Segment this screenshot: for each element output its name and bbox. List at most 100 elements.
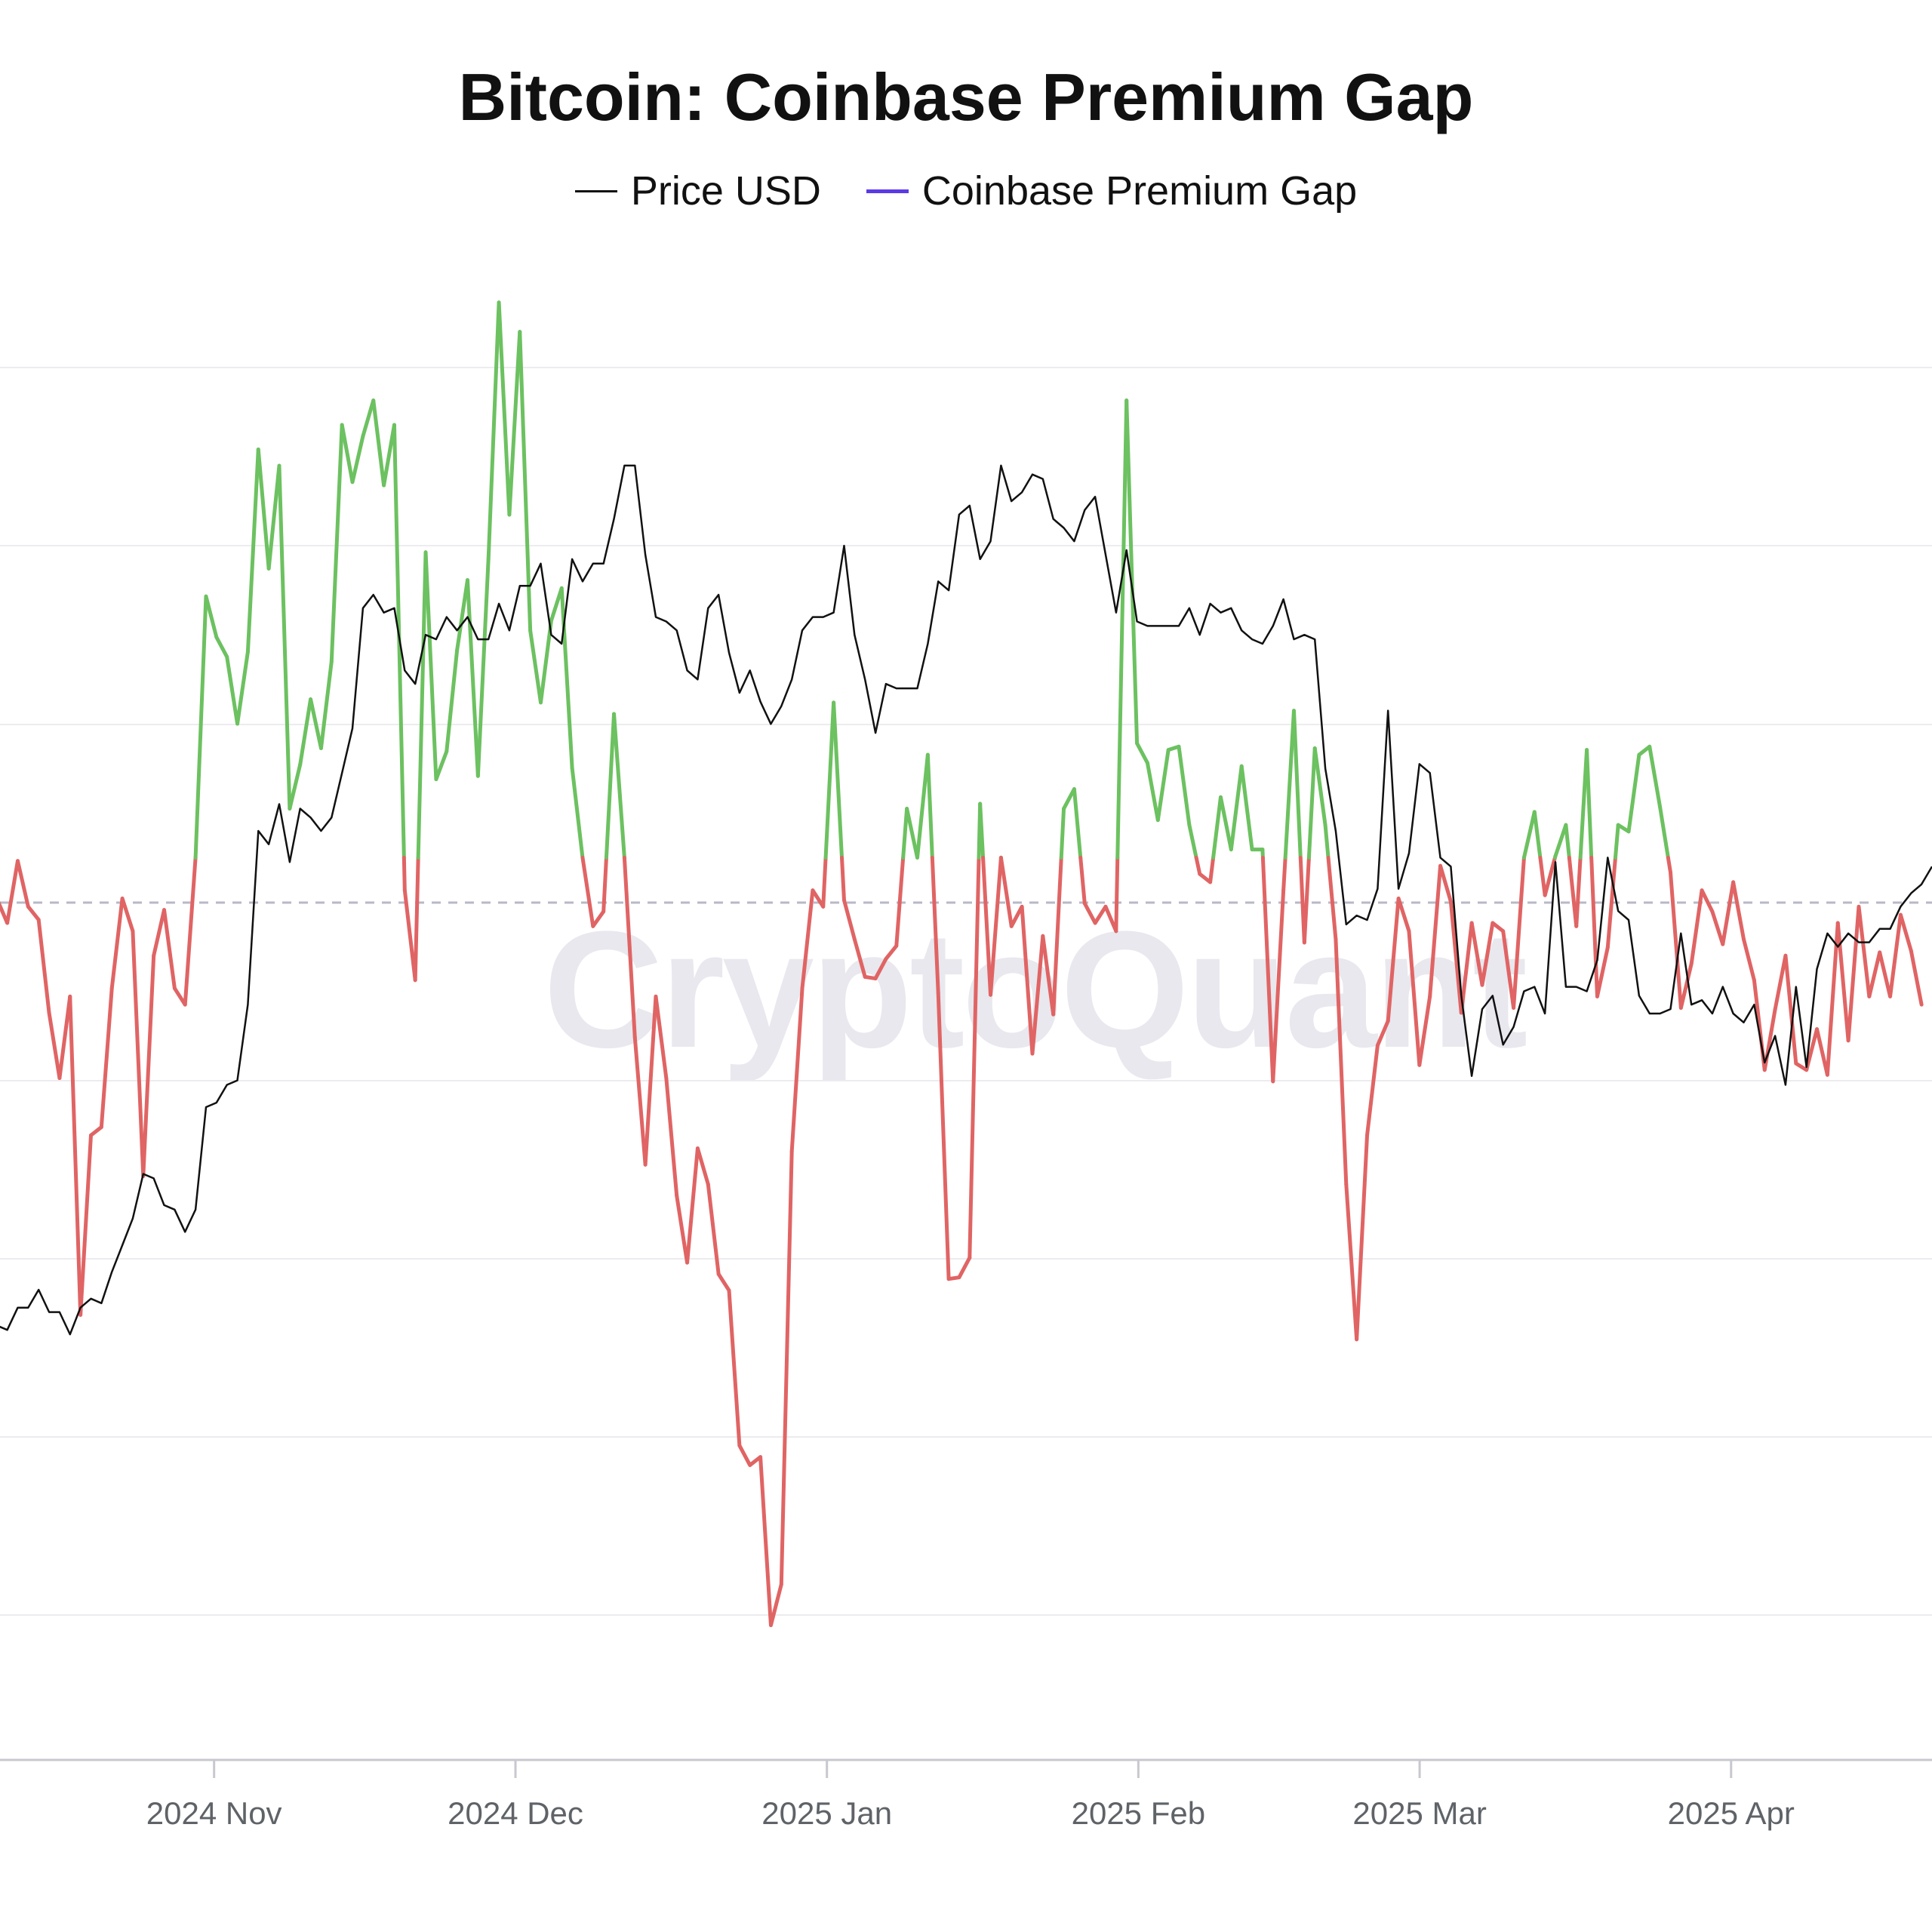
premium-gap-segment [475,556,491,778]
gridlines [0,367,1932,1616]
premium-gap-segment [1396,897,1411,934]
premium-gap-segment [570,765,585,860]
premium-gap-segment [1710,909,1725,946]
premium-gap-segment [1059,807,1066,860]
premium-gap-segment [298,697,313,767]
premium-gap-segment [758,1455,773,1627]
premium-gap-segment [901,807,909,860]
premium-gap-segment [1115,398,1129,860]
premium-gap-segment [768,1582,783,1627]
premium-gap-segment [737,1443,752,1467]
premium-gap-segment [675,1193,690,1265]
premium-gap-segment [88,1124,103,1137]
premium-gap-segment [465,578,480,778]
premium-gap-segment [1344,1182,1359,1342]
premium-gap-segment [401,855,407,893]
premium-gap-segment [823,700,836,860]
premium-gap-segment [1815,1027,1829,1077]
premium-gap-segment [957,1256,972,1280]
premium-gap-segment [1407,929,1422,1067]
premium-gap-segment [0,901,10,925]
premium-gap-segment [604,712,617,860]
premium-gap-segment [841,898,857,942]
premium-gap-segment [1218,795,1233,852]
premium-gap-segment [1825,921,1840,1077]
premium-gap-segment [318,660,334,750]
premium-gap-segment [1512,855,1526,1011]
legend-item-price[interactable]: Price USD [574,168,821,214]
premium-gap-segment [152,908,167,958]
premium-gap-segment [455,578,469,653]
chart-title: Bitcoin: Coinbase Premium Gap [458,60,1474,134]
premium-gap-segment [1888,912,1903,998]
premium-gap-segment [497,300,512,517]
premium-gap-segment [99,986,114,1129]
premium-gap-segment [930,855,940,995]
premium-gap-segment [1647,744,1663,809]
premium-gap-segment [1041,934,1056,1017]
watermark: CryptoQuant [543,897,1527,1082]
premium-gap-segment [1306,746,1317,860]
premium-gap-segment [382,423,396,488]
premium-gap-segment [1783,953,1798,1066]
premium-gap-segment [559,586,574,770]
x-tick-label: 2025 Mar [1352,1795,1486,1831]
premium-gap-segment [800,888,815,991]
premium-gap-segment [277,463,292,811]
premium-gap-segment [225,654,240,726]
premium-gap-segment [779,1149,794,1586]
premium-gap-segment [601,855,608,914]
x-tick-label: 2025 Jan [761,1795,892,1831]
premium-gap-segment [1145,761,1160,823]
premium-gap-segment [1689,888,1704,966]
premium-gap-segment [1062,787,1076,811]
premium-gap-segment [47,1011,62,1081]
premium-gap-segment [1365,1043,1380,1137]
premium-gap-segment [5,859,20,925]
premium-gap-segment [1589,855,1599,998]
premium-gap-segment [36,918,51,1015]
premium-gap-segment [1538,855,1547,897]
premium-gap-segment [329,423,344,664]
premium-gap-segment [884,943,899,961]
premium-gap-segment [1773,953,1788,1012]
legend-swatch-price [574,189,617,192]
premium-gap-segment [1668,870,1683,1011]
premium-gap-segment [894,855,906,948]
premium-gap-segment [998,855,1014,928]
premium-gap-segment [1521,810,1537,860]
premium-gap-segment [1678,961,1694,1011]
premium-gap-segment [1334,937,1349,1186]
premium-gap-segment [78,1133,93,1317]
premium-gap-segment [193,594,208,860]
premium-gap-segment [925,752,934,860]
premium-gap-segment [1281,855,1287,893]
premium-gap-segment [1469,921,1484,987]
premium-gap-segment [172,986,187,1007]
premium-gap-segment [695,1146,710,1186]
premium-gap-segment [1742,937,1756,983]
premium-gap-segment [1302,855,1311,945]
price-line [0,464,1932,1336]
premium-gap-segment [1211,795,1223,860]
premium-gap-segment [120,897,135,934]
premium-gap-segment [873,957,888,981]
premium-gap-segment [1867,950,1882,998]
legend-item-premium-gap[interactable]: Coinbase Premium Gap [866,168,1357,214]
premium-gap-segment [1177,744,1192,827]
premium-gap-segment [1846,904,1861,1043]
premium-gap-segment [361,398,376,438]
premium-gap-segment [1721,880,1736,946]
premium-gap-segment [832,700,844,860]
premium-gap-segment [214,635,229,659]
premium-gap-segment [402,888,417,983]
premium-gap-segment [413,855,420,983]
premium-gap-segment [1229,764,1244,852]
premium-gap-segment [1187,823,1198,860]
premium-gap-segment [716,1272,731,1293]
premium-gap-segment [1585,748,1594,860]
premium-gap-segment [423,550,438,782]
premium-gap-segment [245,447,260,654]
premium-gap-segment [1155,748,1171,823]
